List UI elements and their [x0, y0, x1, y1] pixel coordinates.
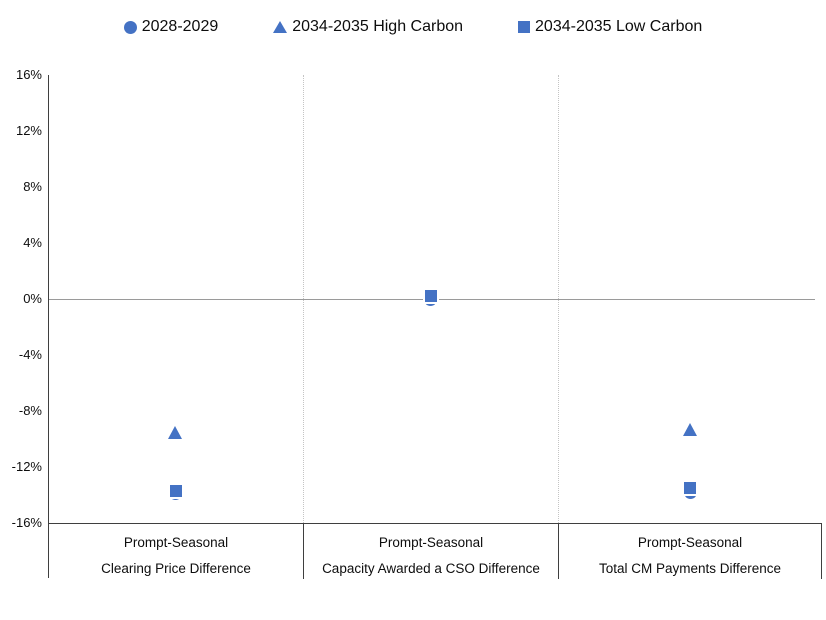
- marker-triangle-cat3: [682, 422, 697, 436]
- category-line1: Prompt-Seasonal: [123, 535, 229, 550]
- y-tick-label: 8%: [23, 179, 42, 194]
- square-marker-icon: [518, 21, 531, 33]
- category-label-clearing-price: Prompt-Seasonal Clearing Price Differenc…: [49, 524, 303, 582]
- y-tick-label: 4%: [23, 235, 42, 250]
- y-tick-label: -4%: [18, 347, 42, 362]
- legend-item-low-carbon: 2034-2035 Low Carbon: [518, 18, 702, 36]
- marker-square-cat3: [682, 480, 698, 496]
- y-tick-label: -16%: [11, 515, 42, 530]
- y-tick-label: 16%: [15, 67, 42, 82]
- chart-legend: 2028-2029 2034-2035 High Carbon 2034-203…: [0, 18, 826, 36]
- category-line1: Prompt-Seasonal: [378, 535, 484, 550]
- category-line2: Capacity Awarded a CSO Difference: [322, 561, 540, 576]
- category-line2: Total CM Payments Difference: [598, 561, 782, 576]
- panel-divider-2: [558, 75, 559, 523]
- category-label-area: Prompt-Seasonal Clearing Price Differenc…: [48, 523, 822, 579]
- panel-divider-1: [303, 75, 304, 523]
- y-tick-label: -8%: [18, 403, 42, 418]
- marker-triangle-cat1: [168, 425, 182, 439]
- category-label-capacity-awarded: Prompt-Seasonal Capacity Awarded a CSO D…: [304, 524, 558, 582]
- legend-label: 2028-2029: [141, 18, 219, 35]
- marker-square-cat2: [422, 288, 439, 305]
- y-tick-label: -12%: [11, 459, 42, 474]
- category-divider-2: [558, 524, 559, 579]
- marker-square-cat1: [167, 482, 184, 499]
- category-divider-1: [303, 524, 304, 579]
- category-right-border: [821, 524, 822, 579]
- category-line1: Prompt-Seasonal: [637, 535, 743, 550]
- y-tick-label: 12%: [15, 123, 42, 138]
- legend-item-2028-2029: 2028-2029: [123, 18, 219, 36]
- category-line2: Clearing Price Difference: [101, 561, 251, 576]
- legend-label: 2034-2035 High Carbon: [292, 18, 464, 35]
- triangle-marker-icon: [273, 21, 288, 33]
- y-axis-line: [48, 75, 49, 578]
- circle-marker-icon: [123, 20, 137, 34]
- y-tick-label: 0%: [23, 291, 42, 306]
- legend-item-high-carbon: 2034-2035 High Carbon: [273, 18, 463, 36]
- legend-label: 2034-2035 Low Carbon: [535, 18, 703, 35]
- category-label-total-cm-payments: Prompt-Seasonal Total CM Payments Differ…: [559, 524, 821, 582]
